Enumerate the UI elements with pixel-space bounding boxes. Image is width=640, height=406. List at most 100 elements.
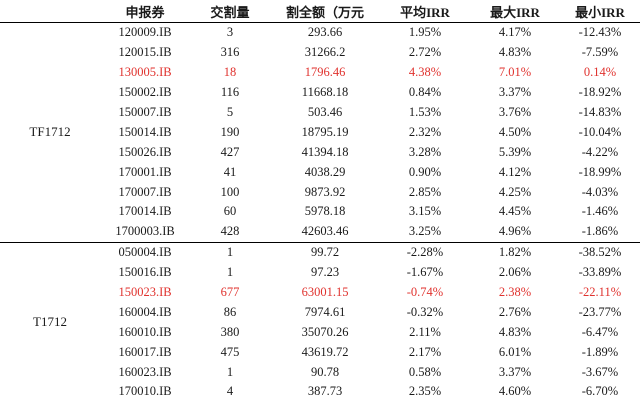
cell-avg-irr: 3.28% bbox=[408, 144, 442, 159]
cell-avg-irr: -1.67% bbox=[406, 265, 444, 280]
cell-code: 150016.IB bbox=[118, 265, 172, 280]
cell-code: 160010.IB bbox=[118, 324, 172, 339]
cell-amount: 35070.26 bbox=[301, 324, 349, 339]
cell-max-irr: 4.45% bbox=[498, 204, 532, 219]
cell-min-irr: -7.59% bbox=[581, 45, 619, 60]
cell-code: 050004.IB bbox=[100, 241, 190, 263]
cell-amount: 63001.15 bbox=[301, 285, 349, 300]
cell-avg-irr: 1.95% bbox=[408, 25, 442, 40]
cell-quantity: 427 bbox=[220, 144, 240, 159]
cell-avg-irr: 4.38% bbox=[408, 65, 442, 80]
table-row: 160004.IB 86 7974.61 -0.32% 2.76% -23.77% bbox=[0, 302, 640, 322]
cell-max-irr: 3.37% bbox=[498, 364, 532, 379]
cell-quantity: 86 bbox=[223, 304, 237, 319]
cell-min-irr: -6.47% bbox=[581, 324, 619, 339]
cell-max-irr: 4.50% bbox=[498, 124, 532, 139]
cell-avg-irr: 2.72% bbox=[408, 45, 442, 60]
cell-avg-irr: 2.11% bbox=[409, 324, 441, 339]
cell-amount: 43619.72 bbox=[301, 344, 349, 359]
cell-amount: 97.23 bbox=[310, 265, 340, 280]
header-quantity: 交割量 bbox=[190, 0, 270, 23]
cell-max-irr: 4.12% bbox=[498, 164, 532, 179]
header-code: 申报券 bbox=[100, 0, 190, 23]
cell-min-irr: -14.83% bbox=[578, 105, 622, 119]
group-label: TF1712 bbox=[29, 124, 71, 140]
cell-quantity: 5 bbox=[226, 105, 234, 119]
cell-avg-irr: 1.53% bbox=[408, 105, 442, 119]
cell-min-irr: -33.89% bbox=[578, 265, 622, 280]
cell-min-irr: -12.43% bbox=[578, 25, 622, 40]
cell-amount: 18795.19 bbox=[301, 124, 349, 139]
cell-max-irr: 4.60% bbox=[498, 384, 532, 399]
cell-min-irr: -23.77% bbox=[578, 304, 622, 319]
cell-code: 170007.IB bbox=[118, 184, 172, 199]
table-row: 130005.IB 18 1796.46 4.38% 7.01% 0.14% bbox=[0, 63, 640, 83]
cell-code: 120009.IB bbox=[118, 25, 172, 40]
cell-avg-irr: 2.32% bbox=[408, 124, 442, 139]
cell-quantity: 316 bbox=[220, 45, 240, 60]
cell-code: 150026.IB bbox=[118, 144, 172, 159]
cell-amount: 31266.2 bbox=[304, 45, 346, 60]
cell-code: 120015.IB bbox=[118, 45, 172, 60]
cell-max-irr: 6.01% bbox=[498, 344, 532, 359]
cell-code: 130005.IB bbox=[118, 65, 172, 80]
cell-max-irr: 3.76% bbox=[498, 105, 532, 119]
cell-max-irr: 2.76% bbox=[498, 304, 532, 319]
cell-avg-irr: -0.74% bbox=[406, 285, 444, 300]
cell-min-irr: -4.03% bbox=[581, 184, 619, 199]
cell-amount: 41394.18 bbox=[301, 144, 349, 159]
table-row: 160017.IB 475 43619.72 2.17% 6.01% -1.89% bbox=[0, 342, 640, 362]
cell-avg-irr: -2.28% bbox=[380, 241, 470, 263]
cell-quantity: 100 bbox=[220, 184, 240, 199]
cell-min-irr: -38.52% bbox=[560, 241, 640, 263]
cell-quantity: 1 bbox=[226, 265, 234, 280]
table-row: T1712 050004.IB 1 99.72 -2.28% 1.82% -38.52% bbox=[0, 241, 640, 402]
table-row: 1700003.IB 428 42603.46 3.25% 4.96% -1.86% bbox=[0, 222, 640, 242]
cell-code: 150002.IB bbox=[118, 85, 172, 100]
cell-min-irr: -1.46% bbox=[581, 204, 619, 219]
cell-code: 1700003.IB bbox=[115, 224, 175, 239]
cell-max-irr: 1.82% bbox=[470, 241, 560, 263]
cell-amount: 11668.18 bbox=[301, 85, 349, 100]
group-t1712: T1712 050004.IB 1 99.72 -2.28% 1.82% -38.52% 15… bbox=[0, 241, 640, 402]
table-row: 170010.IB 4 387.73 2.35% 4.60% -6.70% bbox=[0, 382, 640, 402]
cell-max-irr: 7.01% bbox=[498, 65, 532, 80]
cell-amount: 1796.46 bbox=[304, 65, 346, 80]
table-row: TF1712 120009.IB 3 293.66 1.95% 4.17% -12.43% bbox=[0, 23, 640, 139]
cell-amount: 90.78 bbox=[310, 364, 340, 379]
cell-min-irr: -22.11% bbox=[578, 285, 622, 300]
cell-max-irr: 4.83% bbox=[498, 45, 532, 60]
cell-max-irr: 5.39% bbox=[498, 144, 532, 159]
cell-amount: 42603.46 bbox=[301, 224, 349, 239]
cell-min-irr: -18.92% bbox=[578, 85, 622, 100]
cell-quantity: 380 bbox=[220, 324, 240, 339]
cell-amount: 387.73 bbox=[307, 384, 343, 399]
cell-quantity: 60 bbox=[223, 204, 237, 219]
cell-avg-irr: 2.35% bbox=[408, 384, 442, 399]
cell-amount: 7974.61 bbox=[304, 304, 346, 319]
cell-quantity: 428 bbox=[220, 224, 240, 239]
cell-max-irr: 4.83% bbox=[498, 324, 532, 339]
cell-min-irr: -1.89% bbox=[581, 344, 619, 359]
cell-max-irr: 4.96% bbox=[498, 224, 532, 239]
table-row: 150014.IB 190 18795.19 2.32% 4.50% -10.04% bbox=[0, 122, 640, 142]
cell-amount: 5978.18 bbox=[304, 204, 346, 219]
header-avg-irr: 平均IRR bbox=[380, 0, 470, 23]
cell-max-irr: 4.25% bbox=[498, 184, 532, 199]
cell-quantity: 18 bbox=[223, 65, 237, 80]
cell-min-irr: -4.22% bbox=[581, 144, 619, 159]
cell-amount: 293.66 bbox=[307, 25, 343, 40]
cell-code: 170001.IB bbox=[118, 164, 172, 179]
cell-avg-irr: 0.58% bbox=[408, 364, 442, 379]
cell-amount: 99.72 bbox=[270, 241, 380, 263]
cell-min-irr: -6.70% bbox=[581, 384, 619, 399]
cell-avg-irr: -0.32% bbox=[406, 304, 444, 319]
cell-avg-irr: 3.15% bbox=[408, 204, 442, 219]
cell-quantity: 475 bbox=[220, 344, 240, 359]
cell-quantity: 4 bbox=[226, 384, 234, 399]
cell-code: 150023.IB bbox=[118, 285, 172, 300]
header-max-irr: 最大IRR bbox=[470, 0, 560, 23]
header-min-irr: 最小IRR bbox=[560, 0, 640, 23]
cell-avg-irr: 0.84% bbox=[408, 85, 442, 100]
